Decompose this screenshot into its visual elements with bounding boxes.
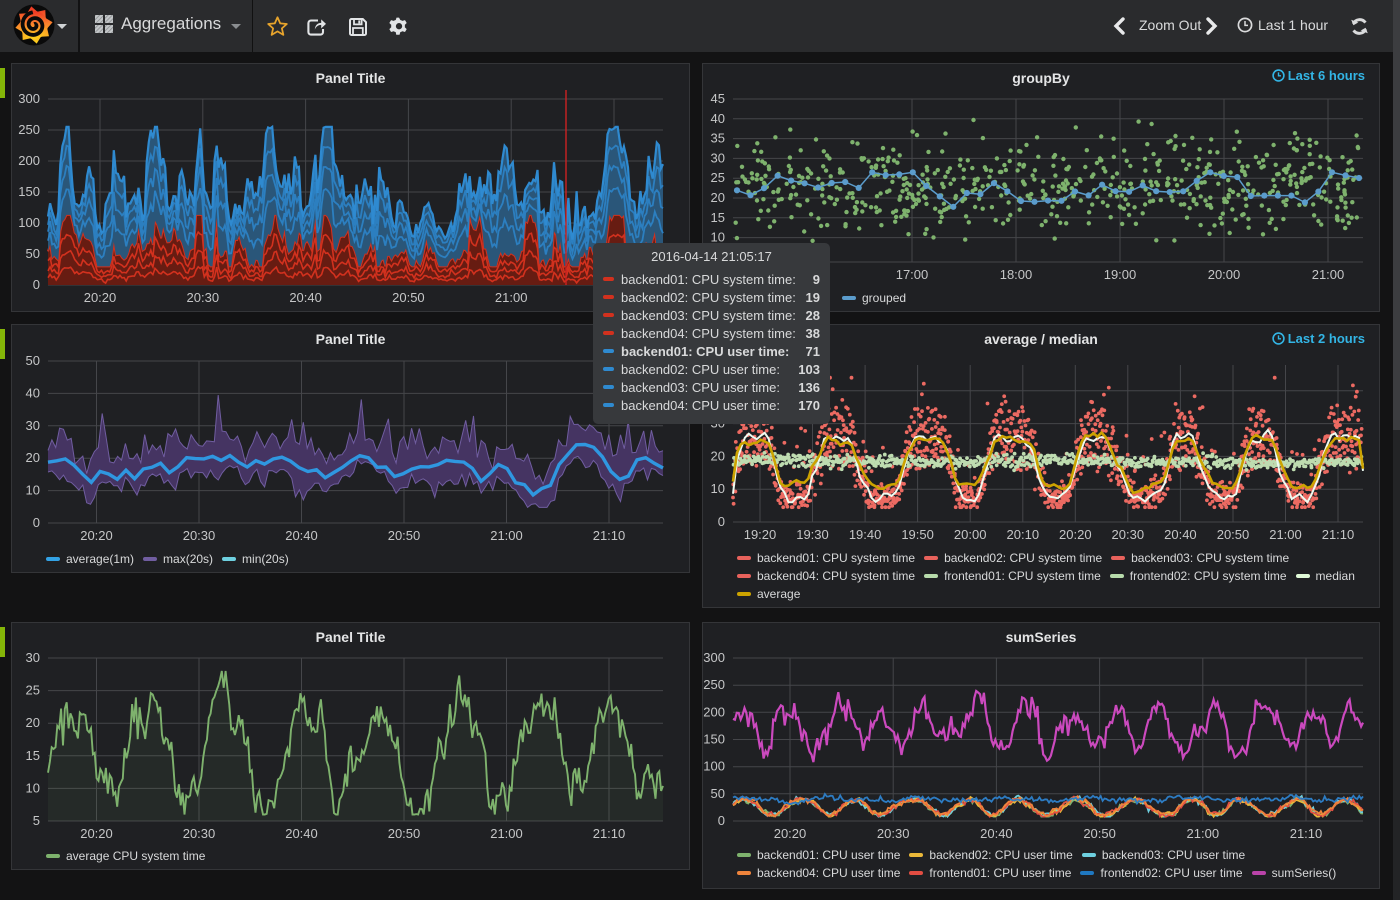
svg-text:40: 40 [26, 385, 40, 400]
svg-text:0: 0 [718, 813, 725, 828]
svg-text:25: 25 [711, 170, 725, 185]
svg-text:19:30: 19:30 [796, 527, 829, 542]
svg-text:100: 100 [18, 215, 40, 230]
svg-text:150: 150 [18, 184, 40, 199]
svg-text:250: 250 [703, 677, 725, 692]
svg-text:21:00: 21:00 [1312, 267, 1345, 282]
svg-text:20:10: 20:10 [1007, 527, 1040, 542]
svg-text:20:50: 20:50 [392, 290, 425, 305]
svg-text:50: 50 [26, 353, 40, 368]
svg-text:200: 200 [703, 704, 725, 719]
svg-text:20:40: 20:40 [980, 826, 1013, 841]
svg-text:200: 200 [18, 153, 40, 168]
svg-text:17:00: 17:00 [896, 267, 929, 282]
svg-text:20: 20 [26, 715, 40, 730]
svg-text:10: 10 [711, 230, 725, 245]
svg-text:18:00: 18:00 [1000, 267, 1033, 282]
svg-text:250: 250 [18, 122, 40, 137]
svg-text:21:10: 21:10 [1290, 826, 1323, 841]
svg-text:20:20: 20:20 [80, 826, 113, 841]
svg-text:20:20: 20:20 [1059, 527, 1092, 542]
svg-text:30: 30 [26, 650, 40, 665]
svg-text:19:20: 19:20 [744, 527, 777, 542]
svg-text:20:40: 20:40 [289, 290, 322, 305]
svg-text:21:10: 21:10 [593, 528, 626, 543]
svg-text:0: 0 [33, 515, 40, 530]
svg-text:21:00: 21:00 [495, 290, 528, 305]
svg-text:15: 15 [26, 748, 40, 763]
svg-text:100: 100 [703, 759, 725, 774]
svg-text:21:00: 21:00 [490, 528, 523, 543]
svg-text:20: 20 [711, 448, 725, 463]
svg-text:20:50: 20:50 [1083, 826, 1116, 841]
svg-text:10: 10 [711, 481, 725, 496]
svg-text:20:40: 20:40 [1164, 527, 1197, 542]
svg-text:20:30: 20:30 [183, 826, 216, 841]
svg-text:20:00: 20:00 [1208, 267, 1241, 282]
svg-text:20:30: 20:30 [187, 290, 220, 305]
svg-text:19:50: 19:50 [901, 527, 934, 542]
svg-text:19:40: 19:40 [849, 527, 882, 542]
svg-text:0: 0 [33, 277, 40, 292]
svg-text:30: 30 [711, 150, 725, 165]
svg-text:21:00: 21:00 [1269, 527, 1302, 542]
svg-text:20:50: 20:50 [1217, 527, 1250, 542]
svg-text:21:10: 21:10 [1322, 527, 1355, 542]
svg-text:20: 20 [26, 450, 40, 465]
svg-text:20:40: 20:40 [285, 528, 318, 543]
svg-text:20:30: 20:30 [1112, 527, 1145, 542]
svg-text:50: 50 [26, 246, 40, 261]
svg-text:20:00: 20:00 [954, 527, 987, 542]
svg-text:20:30: 20:30 [183, 528, 216, 543]
svg-text:20:30: 20:30 [877, 826, 910, 841]
svg-text:20:20: 20:20 [84, 290, 117, 305]
svg-text:20: 20 [711, 190, 725, 205]
svg-text:25: 25 [26, 683, 40, 698]
svg-text:15: 15 [711, 210, 725, 225]
svg-text:10: 10 [26, 483, 40, 498]
svg-text:21:00: 21:00 [1187, 826, 1220, 841]
svg-text:150: 150 [703, 732, 725, 747]
svg-text:19:00: 19:00 [1104, 267, 1137, 282]
svg-text:35: 35 [711, 131, 725, 146]
svg-text:20:20: 20:20 [774, 826, 807, 841]
svg-text:300: 300 [703, 650, 725, 665]
svg-text:21:10: 21:10 [593, 826, 626, 841]
svg-text:20:50: 20:50 [388, 826, 421, 841]
svg-text:20:40: 20:40 [285, 826, 318, 841]
svg-text:45: 45 [711, 91, 725, 106]
svg-text:50: 50 [711, 786, 725, 801]
svg-text:20:50: 20:50 [388, 528, 421, 543]
svg-text:21:00: 21:00 [490, 826, 523, 841]
svg-text:300: 300 [18, 91, 40, 106]
svg-text:5: 5 [33, 813, 40, 828]
svg-text:0: 0 [718, 514, 725, 529]
svg-text:20:20: 20:20 [80, 528, 113, 543]
svg-text:30: 30 [26, 418, 40, 433]
svg-text:40: 40 [711, 111, 725, 126]
svg-text:10: 10 [26, 780, 40, 795]
